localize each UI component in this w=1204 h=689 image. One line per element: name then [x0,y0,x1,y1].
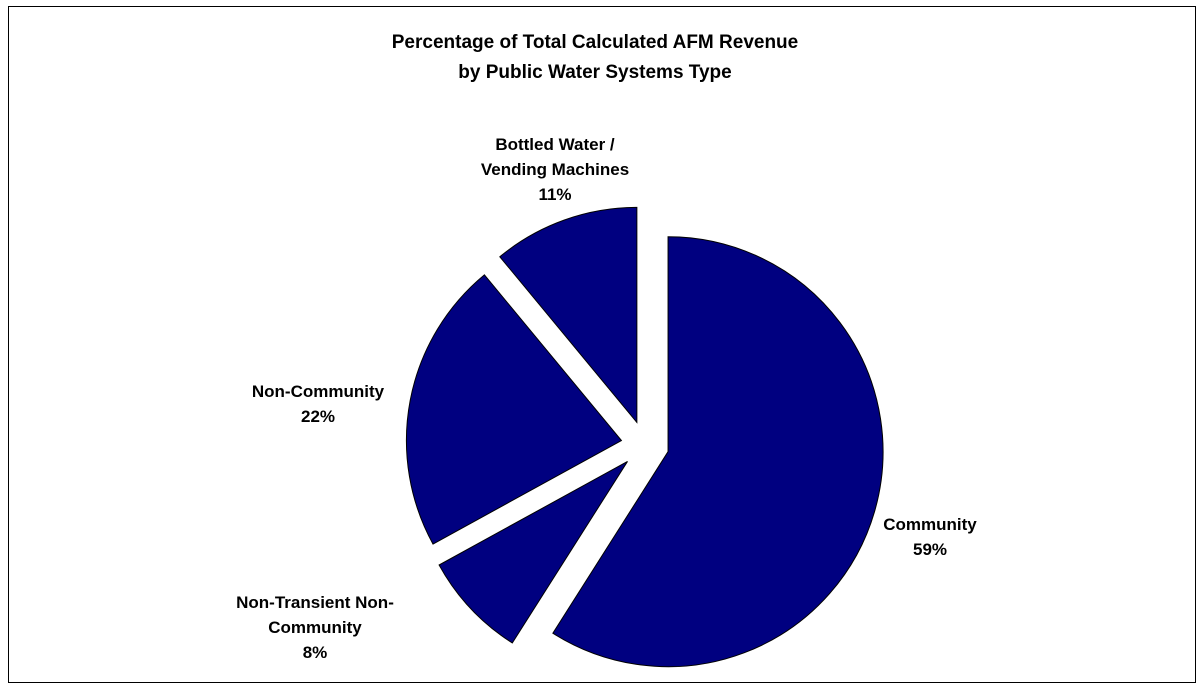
chart-title-line-1: Percentage of Total Calculated AFM Reven… [391,32,799,53]
pie-slice-3 [499,206,638,424]
slice-label-2: Non-Community 22% [252,382,385,426]
slice-label-line: Community [883,515,977,534]
slice-percent: 8% [303,643,328,662]
slice-label-3: Bottled Water / Vending Machines 11% [481,135,629,204]
slice-percent: 11% [538,185,571,204]
pie-slice-0 [552,236,884,668]
slice-label-0: Community 59% [883,515,977,559]
slice-label-1: Non-Transient Non- Community 8% [236,593,394,662]
slice-label-line: Community [268,618,362,637]
slice-label-line: Bottled Water / [495,135,615,154]
pie-slice-1 [438,460,628,644]
slice-label-line: Non-Community [252,382,385,401]
chart-title: Percentage of Total Calculated AFM Reven… [0,28,1190,88]
slice-label-line: Vending Machines [481,160,629,179]
slice-label-line: Non-Transient Non- [236,593,394,612]
slice-percent: 22% [301,407,335,426]
chart-title-line-2: by Public Water Systems Type [458,62,732,83]
pie-slice-2 [405,274,623,545]
slice-percent: 59% [913,540,947,559]
